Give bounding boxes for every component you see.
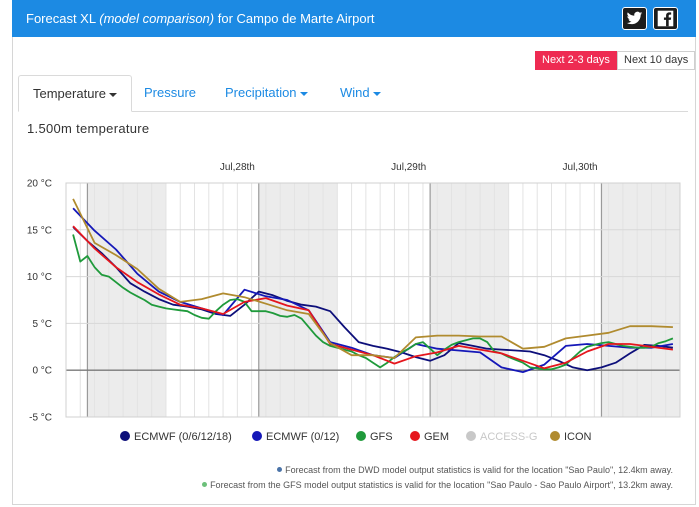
y-tick-label: 15 °C — [27, 225, 52, 236]
chart-legend: ECMWF (0/6/12/18) ECMWF (0/12) GFS GEM ACCES… — [0, 430, 699, 446]
series-line-ecmwf-0-6-12-18 — [72, 226, 674, 372]
legend-item[interactable]: ICON — [550, 430, 592, 444]
tab-pressure-label: Pressure — [144, 85, 197, 100]
chart-subtitle: 1.500m temperature — [27, 121, 150, 136]
twitter-share-button[interactable] — [622, 7, 647, 30]
legend-item[interactable]: GFS — [356, 430, 393, 444]
credit-gfs-text: Forecast from the GFS model output stati… — [210, 480, 673, 490]
caret-down-icon — [108, 92, 117, 97]
y-tick-label: 20 °C — [27, 179, 52, 190]
y-tick-label: 0 °C — [32, 366, 52, 377]
parameter-tabs: Temperature Pressure Precipitation Wind — [18, 75, 688, 112]
title-location: for Campo de Marte Airport — [217, 11, 375, 26]
series-line-icon — [72, 198, 673, 359]
legend-label: ECMWF (0/12) — [266, 431, 340, 443]
legend-item[interactable]: ACCESS-G — [466, 430, 537, 444]
legend-dot-icon — [550, 431, 560, 441]
legend-label: ECMWF (0/6/12/18) — [134, 431, 232, 443]
legend-item[interactable]: GEM — [410, 430, 449, 444]
credit-dwd: Forecast from the DWD model output stati… — [277, 465, 673, 475]
tab-precipitation-label: Precipitation — [225, 85, 297, 100]
night-band — [430, 183, 509, 417]
plot-border — [65, 182, 681, 418]
credit-dwd-dot — [277, 467, 283, 472]
legend-label: ACCESS-G — [480, 431, 538, 443]
caret-down-icon — [299, 91, 308, 96]
facebook-icon — [657, 10, 674, 27]
night-band — [601, 183, 680, 417]
tab-precipitation[interactable]: Precipitation — [225, 75, 308, 111]
y-tick-label: 5 °C — [32, 319, 52, 330]
legend-dot-icon — [120, 431, 130, 441]
widget-header: Forecast XL (model comparison) for Campo… — [12, 0, 696, 37]
tab-wind[interactable]: Wind — [340, 75, 381, 111]
range-next-2-3-days-button[interactable]: Next 2-3 days — [535, 51, 617, 70]
credit-dwd-text: Forecast from the DWD model output stati… — [285, 465, 673, 475]
title-prefix: Forecast XL — [26, 11, 96, 26]
legend-item[interactable]: ECMWF (0/12) — [252, 430, 339, 444]
widget-title: Forecast XL (model comparison) for Campo… — [26, 11, 375, 26]
tab-temperature[interactable]: Temperature — [18, 75, 132, 112]
night-band — [87, 183, 166, 417]
caret-down-icon — [372, 91, 381, 96]
y-tick-label: -5 °C — [29, 413, 52, 424]
range-next-10-days-button[interactable]: Next 10 days — [617, 51, 696, 70]
legend-item[interactable]: ECMWF (0/6/12/18) — [120, 430, 232, 444]
title-emphasis: (model comparison) — [99, 11, 215, 26]
legend-dot-icon — [356, 431, 366, 441]
tab-pressure[interactable]: Pressure — [144, 75, 196, 111]
legend-dot-icon — [252, 431, 262, 441]
tab-wind-label: Wind — [340, 85, 370, 100]
temperature-chart: 20 °C 15 °C 10 °C 5 °C 0 °C -5 °C Jul,28th Jul,… — [27, 162, 681, 424]
credit-gfs: Forecast from the GFS model output stati… — [202, 480, 673, 490]
y-tick-label: 10 °C — [27, 272, 52, 283]
tab-temperature-label: Temperature — [33, 86, 106, 101]
x-day-label: Jul,28th — [220, 162, 255, 173]
x-day-label: Jul,30th — [563, 162, 598, 173]
facebook-share-button[interactable] — [653, 7, 678, 30]
legend-dot-icon — [410, 431, 420, 441]
credit-gfs-dot — [202, 482, 208, 487]
legend-label: ICON — [564, 431, 592, 443]
legend-label: GEM — [424, 431, 450, 443]
x-day-label: Jul,29th — [391, 162, 426, 173]
legend-dot-icon — [466, 431, 476, 441]
legend-label: GFS — [370, 431, 393, 443]
twitter-icon — [626, 11, 643, 25]
